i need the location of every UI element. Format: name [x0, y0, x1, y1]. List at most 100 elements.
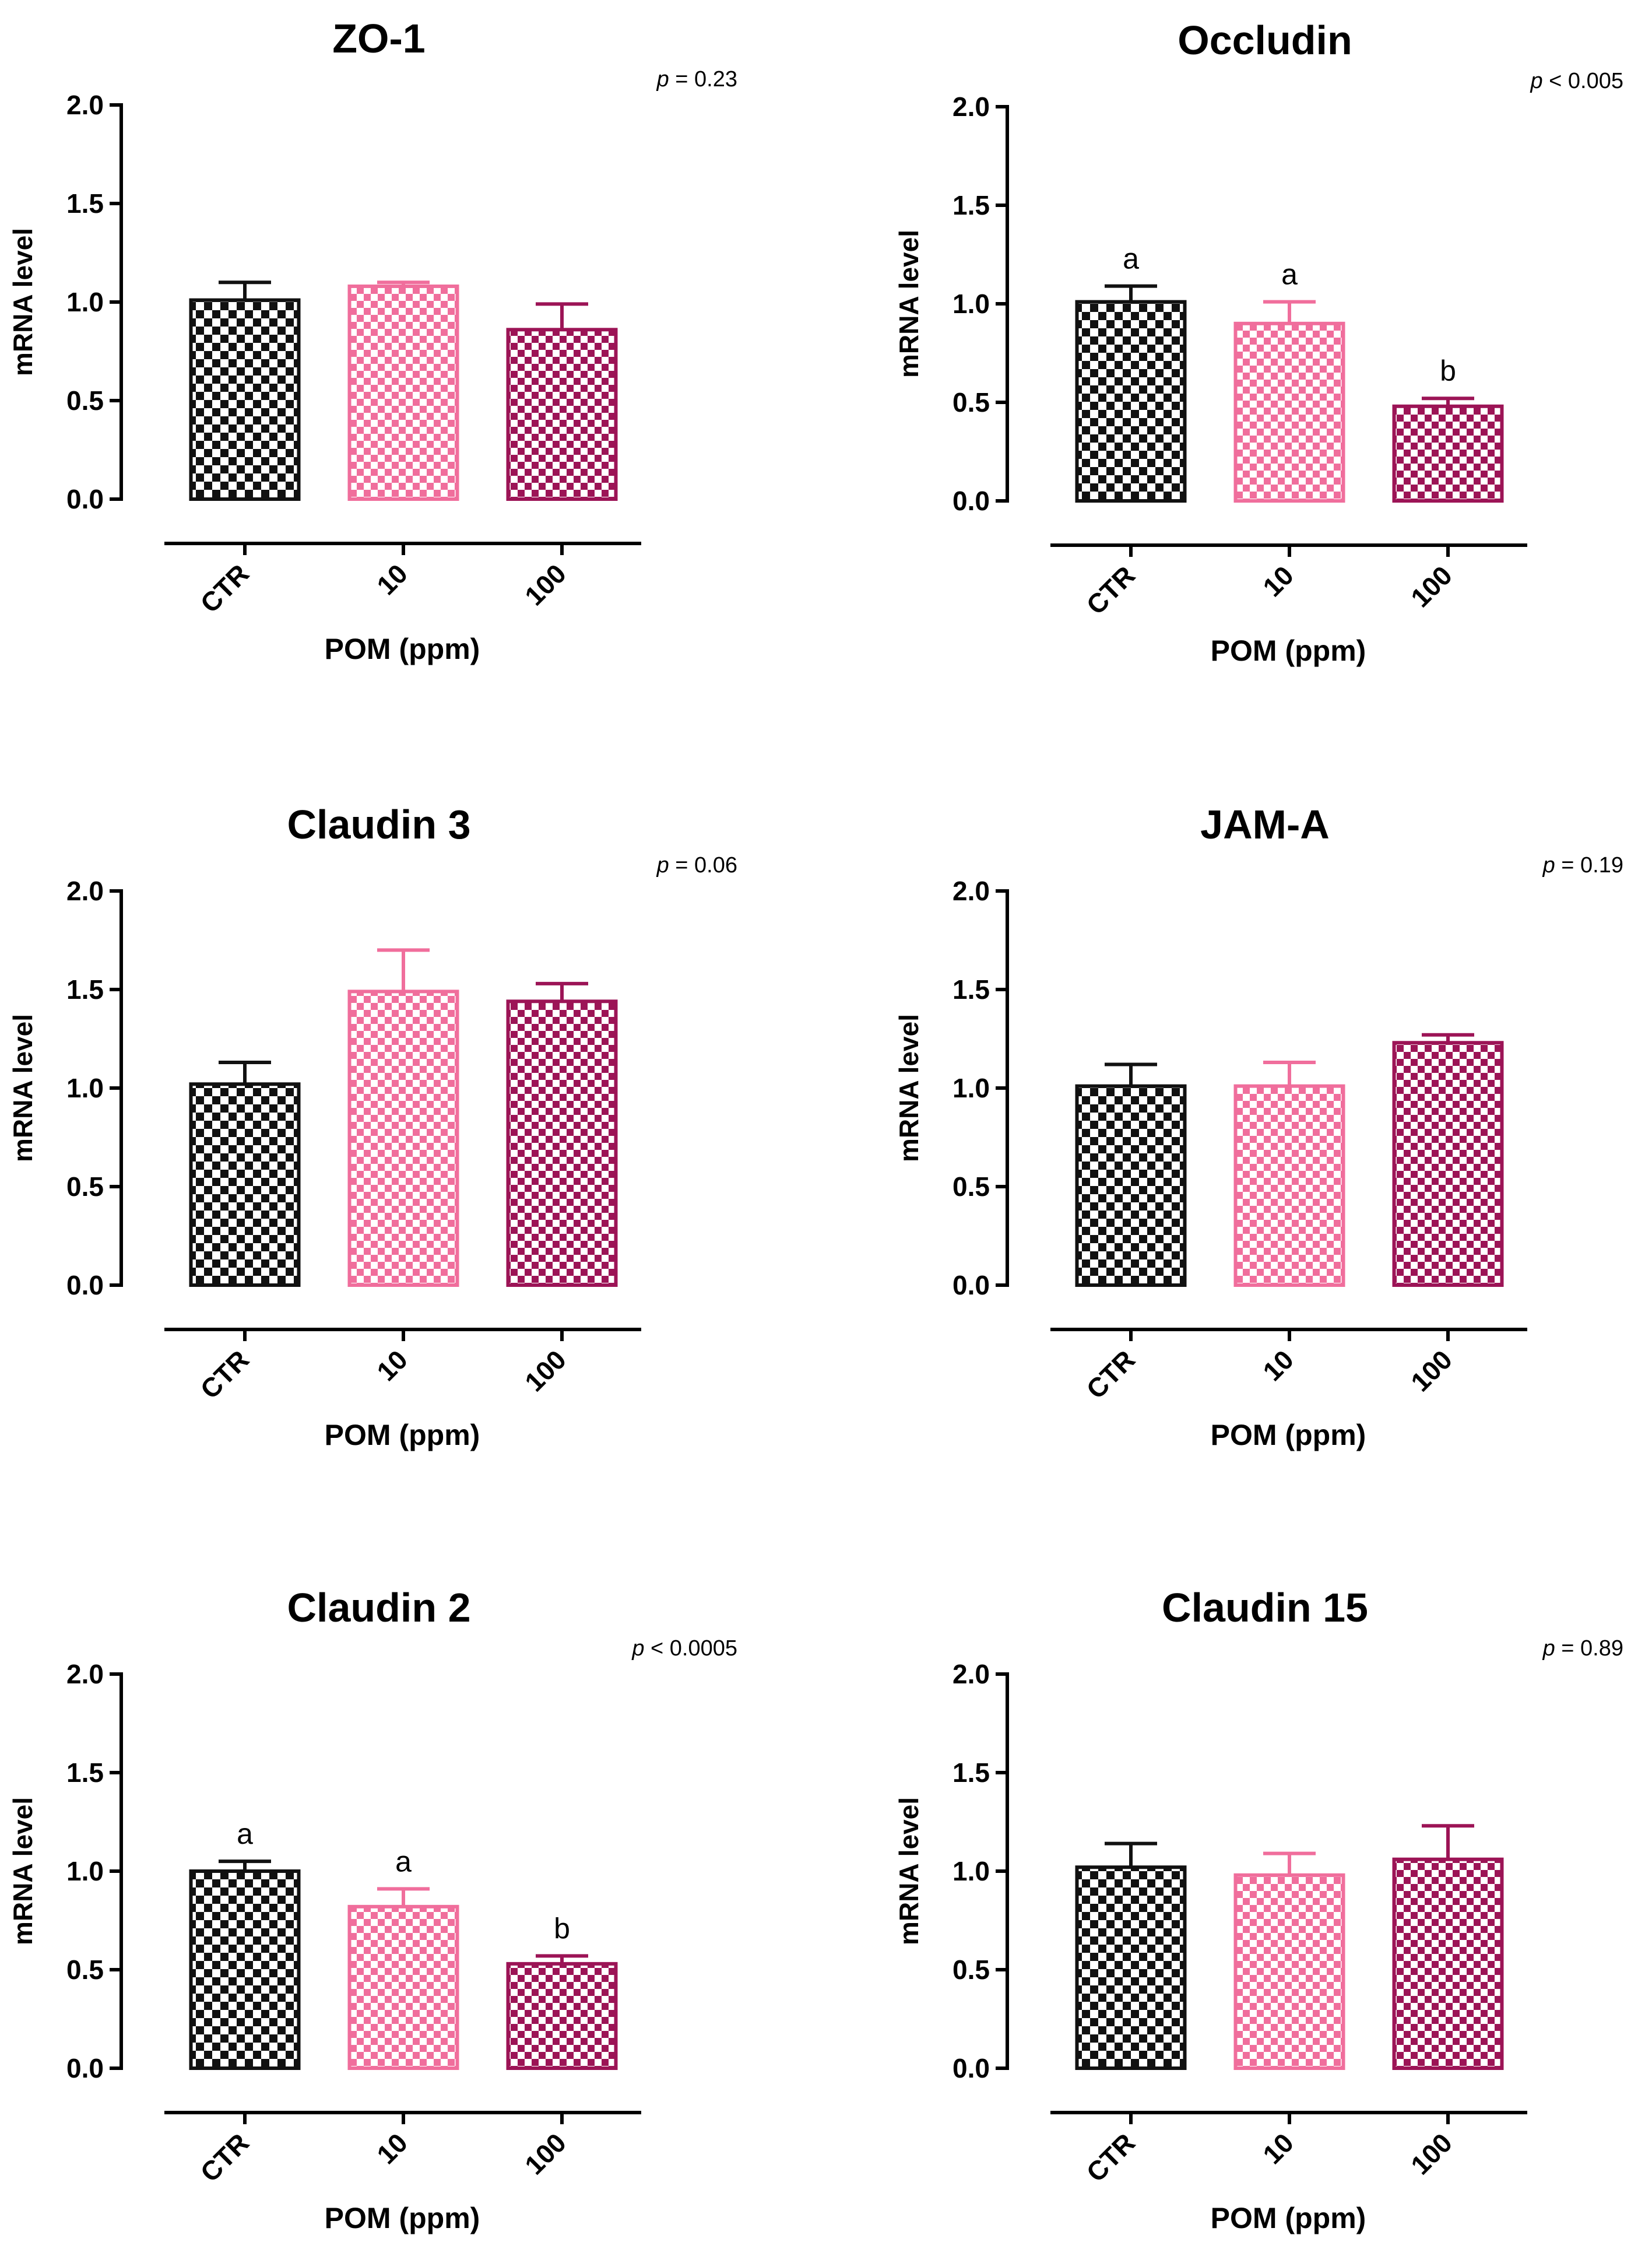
panel-claudin-2: Claudin 2 p < 0.0005 0.0 0.5 1.0 1.5 2.0 mRNA l…	[8, 1585, 737, 2234]
y-axis-label: mRNA level	[8, 228, 38, 376]
significance-letter-10: a	[1281, 258, 1298, 291]
y-tick-label: 0.5	[952, 1171, 990, 1202]
significance-letter-100: b	[554, 1912, 570, 1945]
panel-jam-a: JAM-A p = 0.19 0.0 0.5 1.0 1.5 2.0 mRNA level CT…	[894, 802, 1623, 1451]
y-tick-label: 2.0	[66, 90, 104, 120]
bar-ctr	[189, 1082, 301, 1287]
x-tick-label: 10	[1257, 2127, 1299, 2170]
y-tick-label: 1.5	[66, 188, 104, 219]
y-tick-label: 0.5	[66, 1171, 104, 1202]
bar-10	[347, 1904, 459, 2071]
bar-10	[347, 284, 459, 501]
y-tick-label: 0.5	[952, 1955, 990, 1985]
y-tick-label: 2.0	[952, 92, 990, 122]
x-axis-label: POM (ppm)	[325, 1419, 480, 1451]
x-tick-label: 10	[1257, 560, 1299, 602]
y-tick-label: 0.0	[66, 484, 104, 514]
panel-title: Claudin 3	[287, 802, 470, 847]
y-tick-label: 0.5	[66, 1955, 104, 1985]
significance-letter-ctr: a	[237, 1818, 253, 1850]
bar-10	[347, 990, 459, 1287]
p-value-label: p = 0.19	[1542, 853, 1623, 878]
y-axis-label: mRNA level	[8, 1797, 38, 1945]
y-tick-label: 1.5	[952, 190, 990, 220]
x-tick-label: 100	[519, 1344, 572, 1397]
bar-100	[506, 328, 618, 501]
bar-100	[506, 1962, 618, 2070]
y-tick-label: 1.0	[952, 289, 990, 319]
significance-letter-100: b	[1440, 355, 1456, 387]
panel-occludin: Occludin p < 0.005 0.0 0.5 1.0 1.5 2.0 mRNA lev…	[894, 17, 1623, 667]
x-axis-label: POM (ppm)	[1211, 634, 1366, 667]
p-value-label: p = 0.06	[656, 853, 737, 878]
x-tick-label: 100	[1405, 2127, 1458, 2180]
y-axis-label: mRNA level	[894, 1014, 924, 1162]
y-tick-label: 0.0	[952, 2053, 990, 2083]
y-tick-label: 1.5	[66, 1757, 104, 1788]
x-tick-label: CTR	[1080, 2127, 1141, 2188]
panel-title: Claudin 2	[287, 1585, 470, 1630]
y-tick-label: 1.0	[66, 1073, 104, 1103]
significance-letter-ctr: a	[1123, 243, 1139, 275]
y-tick-label: 1.5	[952, 1757, 990, 1788]
p-value-label: p < 0.005	[1530, 69, 1623, 93]
x-tick-label: CTR	[194, 558, 255, 619]
x-tick-label: 100	[1405, 560, 1458, 613]
bar-100	[1392, 1857, 1504, 2070]
x-tick-label: 10	[371, 2127, 413, 2170]
panel-title: Occludin	[1178, 17, 1352, 63]
x-tick-label: CTR	[1080, 1344, 1141, 1405]
y-tick-label: 2.0	[952, 876, 990, 906]
x-tick-label: CTR	[194, 2127, 255, 2188]
panel-zo-1: ZO-1 p = 0.23 0.0 0.5 1.0 1.5 2.0 mRNA level CTR…	[8, 16, 737, 665]
p-value-label: p = 0.89	[1542, 1636, 1623, 1661]
bar-ctr	[189, 298, 301, 501]
bar-ctr	[1075, 300, 1187, 503]
x-tick-label: 10	[371, 558, 413, 601]
y-tick-label: 2.0	[66, 1659, 104, 1689]
bar-10	[1233, 1084, 1345, 1287]
x-axis-label: POM (ppm)	[325, 2202, 480, 2234]
x-axis-label: POM (ppm)	[325, 633, 480, 665]
bar-10	[1233, 321, 1345, 503]
y-tick-label: 2.0	[952, 1659, 990, 1689]
panel-title: JAM-A	[1200, 802, 1330, 847]
y-tick-label: 1.0	[952, 1856, 990, 1886]
x-tick-label: 10	[371, 1344, 413, 1387]
y-tick-label: 1.0	[66, 1856, 104, 1886]
y-tick-label: 0.0	[952, 486, 990, 516]
x-tick-label: CTR	[1080, 560, 1141, 620]
significance-letter-10: a	[395, 1845, 412, 1878]
panel-claudin-3: Claudin 3 p = 0.06 0.0 0.5 1.0 1.5 2.0 mRNA lev…	[8, 802, 737, 1451]
y-tick-label: 1.5	[952, 974, 990, 1005]
y-tick-label: 2.0	[66, 876, 104, 906]
x-axis-label: POM (ppm)	[1211, 1419, 1366, 1451]
bar-10	[1233, 1873, 1345, 2070]
x-tick-label: 100	[519, 558, 572, 611]
y-tick-label: 1.0	[66, 287, 104, 317]
x-axis-label: POM (ppm)	[1211, 2202, 1366, 2234]
bar-ctr	[1075, 1084, 1187, 1287]
p-value-label: p < 0.0005	[631, 1636, 737, 1661]
bar-100	[506, 999, 618, 1287]
y-axis-label: mRNA level	[8, 1014, 38, 1162]
p-value-label: p = 0.23	[656, 67, 737, 92]
bar-100	[1392, 1041, 1504, 1287]
y-tick-label: 0.5	[66, 385, 104, 416]
y-tick-label: 0.0	[952, 1270, 990, 1300]
y-axis-label: mRNA level	[894, 230, 924, 378]
x-tick-label: 100	[519, 2127, 572, 2180]
bar-ctr	[189, 1869, 301, 2070]
x-tick-label: 100	[1405, 1344, 1458, 1397]
x-tick-label: CTR	[194, 1344, 255, 1405]
bar-100	[1392, 404, 1504, 503]
y-tick-label: 1.5	[66, 974, 104, 1005]
bar-ctr	[1075, 1865, 1187, 2070]
panel-title: Claudin 15	[1162, 1585, 1368, 1630]
y-tick-label: 0.5	[952, 387, 990, 417]
y-axis-label: mRNA level	[894, 1797, 924, 1945]
panel-title: ZO-1	[332, 16, 425, 61]
x-tick-label: 10	[1257, 1344, 1299, 1387]
y-tick-label: 1.0	[952, 1073, 990, 1103]
